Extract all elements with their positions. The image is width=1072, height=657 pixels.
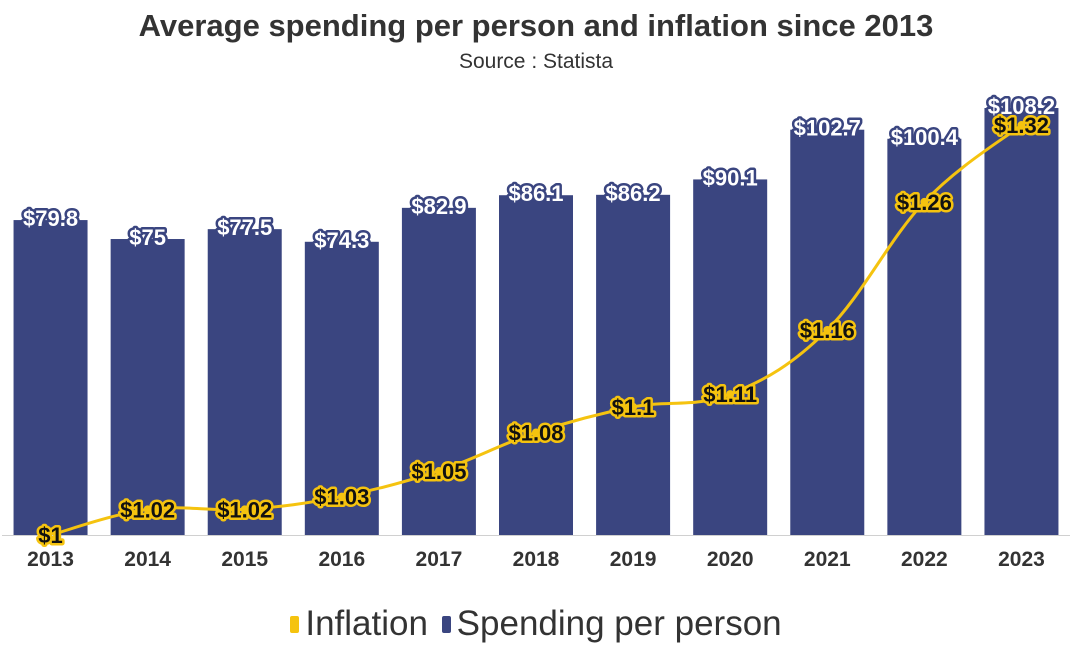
- bar-value-label-2020: $90.1: [703, 165, 758, 190]
- bar-value-label-2022: $100.4: [891, 125, 959, 150]
- x-tick-label-2020: 2020: [707, 548, 754, 571]
- line-layer: [46, 121, 1026, 539]
- x-tick-label-2019: 2019: [610, 548, 657, 571]
- x-tick-label-2017: 2017: [416, 548, 463, 571]
- bar-2016[interactable]: [304, 241, 379, 536]
- inflation-point-2023[interactable]: [1017, 121, 1026, 130]
- bar-value-label-2018: $86.1: [508, 181, 563, 206]
- inflation-point-2020[interactable]: [726, 390, 735, 399]
- bar-2020[interactable]: [693, 179, 768, 535]
- bars-layer: [13, 107, 1059, 536]
- x-tick-label-2016: 2016: [318, 548, 365, 571]
- bar-2017[interactable]: [401, 207, 476, 535]
- bar-value-label-2016: $74.3: [314, 228, 369, 253]
- x-tick-label-2018: 2018: [513, 548, 560, 571]
- inflation-point-2015[interactable]: [240, 505, 249, 514]
- inflation-line[interactable]: [50, 123, 1023, 537]
- inflation-value-label-2021: $1.16: [800, 318, 855, 343]
- legend: Inflation Spending per person: [0, 604, 1072, 644]
- inflation-value-label-2018: $1.08: [508, 421, 563, 446]
- x-tick-label-2015: 2015: [221, 548, 268, 571]
- inflation-point-2016[interactable]: [337, 492, 346, 501]
- inflation-value-label-2013: $1: [38, 523, 62, 548]
- inflation-value-label-2023: $1.32: [994, 113, 1049, 138]
- legend-swatch-inflation: [290, 616, 300, 633]
- bar-2013[interactable]: [13, 220, 88, 535]
- bar-value-label-2014: $75: [129, 225, 166, 250]
- chart-title: Average spending per person and inflatio…: [138, 8, 934, 43]
- legend-item-spending[interactable]: Spending per person: [441, 604, 782, 644]
- inflation-value-label-2017: $1.05: [411, 459, 466, 484]
- inflation-point-2019[interactable]: [629, 402, 638, 411]
- inflation-value-label-2016: $1.03: [314, 485, 369, 510]
- bar-value-label-2021: $102.7: [794, 116, 861, 141]
- bar-labels-layer: $79.8 $75 $77.5 $74.3 $82.9 $86.1 $86.2 $90.1 $1…: [21, 91, 1058, 255]
- inflation-point-2022[interactable]: [920, 197, 929, 206]
- x-axis: 2013 2014 2015 2016 2017 2018 2019 2020 2021 2022…: [2, 535, 1070, 571]
- bar-value-label-2017: $82.9: [411, 194, 466, 219]
- bar-2019[interactable]: [596, 194, 671, 535]
- x-tick-label-2013: 2013: [27, 548, 74, 571]
- legend-swatch-spending: [441, 616, 451, 633]
- legend-label-spending: Spending per person: [456, 604, 782, 643]
- inflation-point-2014[interactable]: [143, 505, 152, 514]
- line-labels-layer: $1 $1.02 $1.02 $1.03 $1.05 $1.08 $1.1 $1.11 $1.1…: [36, 111, 1052, 551]
- inflation-point-2017[interactable]: [434, 466, 443, 475]
- chart-subtitle: Source : Statista: [458, 50, 614, 73]
- x-tick-label-2014: 2014: [124, 548, 171, 571]
- inflation-value-label-2014: $1.02: [120, 497, 175, 522]
- inflation-value-label-2015: $1.02: [217, 497, 272, 522]
- bar-2014[interactable]: [110, 239, 185, 535]
- inflation-point-2018[interactable]: [532, 428, 540, 437]
- legend-label-inflation: Inflation: [305, 604, 428, 643]
- bar-2018[interactable]: [499, 195, 573, 535]
- inflation-value-label-2020: $1.11: [703, 382, 757, 407]
- inflation-value-label-2022: $1.26: [897, 190, 952, 215]
- x-tick-label-2022: 2022: [901, 548, 948, 571]
- bar-2015[interactable]: [207, 229, 282, 535]
- bar-value-label-2023: $108.2: [988, 94, 1055, 119]
- x-tick-label-2021: 2021: [804, 548, 851, 571]
- inflation-value-label-2019: $1.1: [612, 395, 655, 420]
- bar-value-label-2019: $86.2: [606, 181, 661, 206]
- bar-value-label-2015: $77.5: [217, 215, 272, 240]
- x-tick-label-2023: 2023: [998, 548, 1045, 571]
- legend-item-inflation[interactable]: Inflation: [290, 604, 428, 644]
- inflation-point-2021[interactable]: [823, 326, 832, 335]
- bar-2023[interactable]: [984, 107, 1059, 535]
- bar-value-label-2013: $79.8: [23, 206, 78, 231]
